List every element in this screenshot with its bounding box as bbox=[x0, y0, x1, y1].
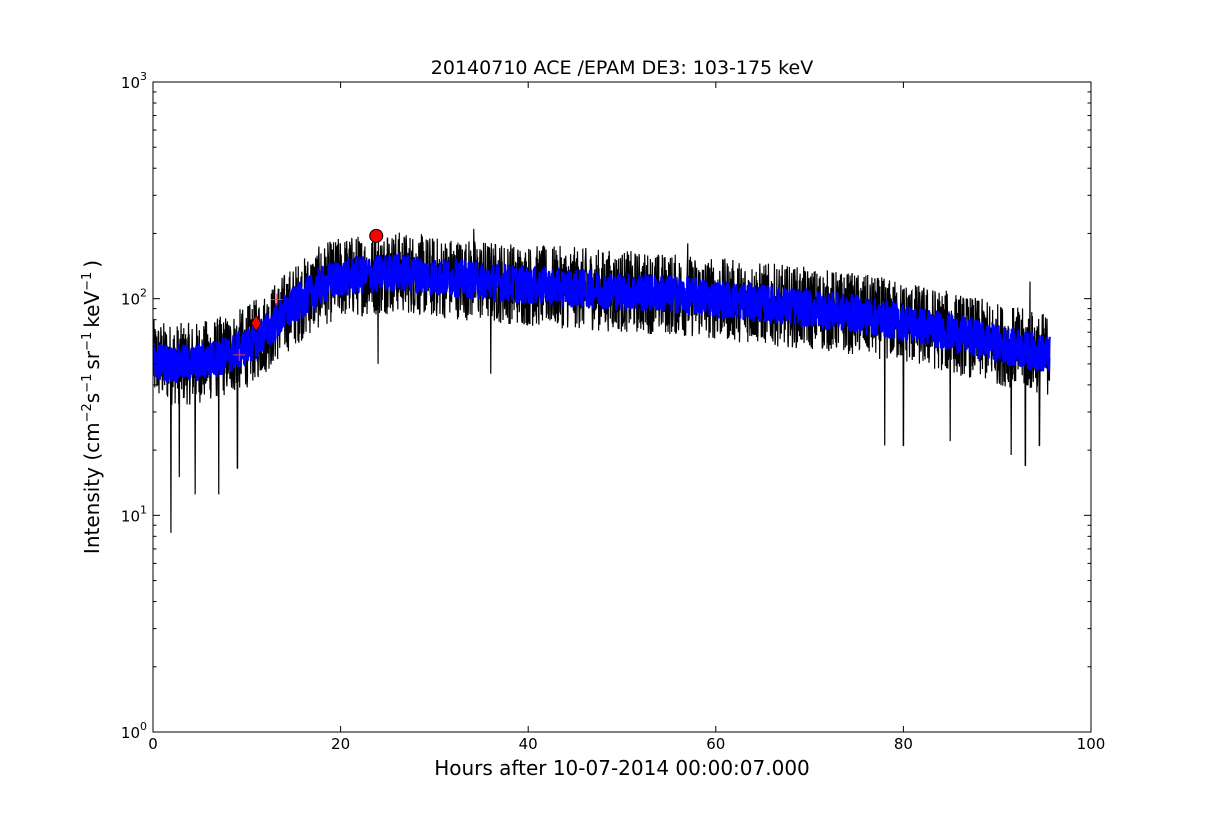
data-layer bbox=[153, 228, 1051, 533]
y-axis-label: Intensity (cm−2s−1sr−1keV−1) bbox=[80, 260, 104, 554]
y-tick-label: 101 bbox=[121, 503, 147, 525]
x-tick-label: 20 bbox=[331, 735, 350, 753]
x-tick-label: 0 bbox=[148, 735, 158, 753]
x-tick-label: 60 bbox=[706, 735, 725, 753]
plus-marker bbox=[270, 293, 283, 306]
y-tick-label: 103 bbox=[121, 70, 147, 92]
y-tick-label: 102 bbox=[121, 287, 147, 309]
x-tick-label: 100 bbox=[1077, 735, 1106, 753]
circle-marker bbox=[369, 228, 384, 243]
plot-frame bbox=[152, 81, 1092, 733]
chart-title: 20140710 ACE /EPAM DE3: 103-175 keV bbox=[431, 57, 813, 79]
raw-intensity-line bbox=[153, 228, 1051, 533]
smoothed-intensity-line bbox=[153, 253, 1051, 384]
marker-layer bbox=[233, 228, 384, 361]
x-tick-label: 40 bbox=[519, 735, 538, 753]
y-tick-label: 100 bbox=[121, 720, 147, 742]
x-axis-label: Hours after 10-07-2014 00:00:07.000 bbox=[434, 756, 810, 780]
diamond-marker bbox=[250, 314, 262, 333]
tick-layer: 0 20 40 60 80 100 100 101 102 103 bbox=[121, 70, 1105, 753]
x-tick-label: 80 bbox=[894, 735, 913, 753]
plus-marker bbox=[233, 348, 246, 361]
